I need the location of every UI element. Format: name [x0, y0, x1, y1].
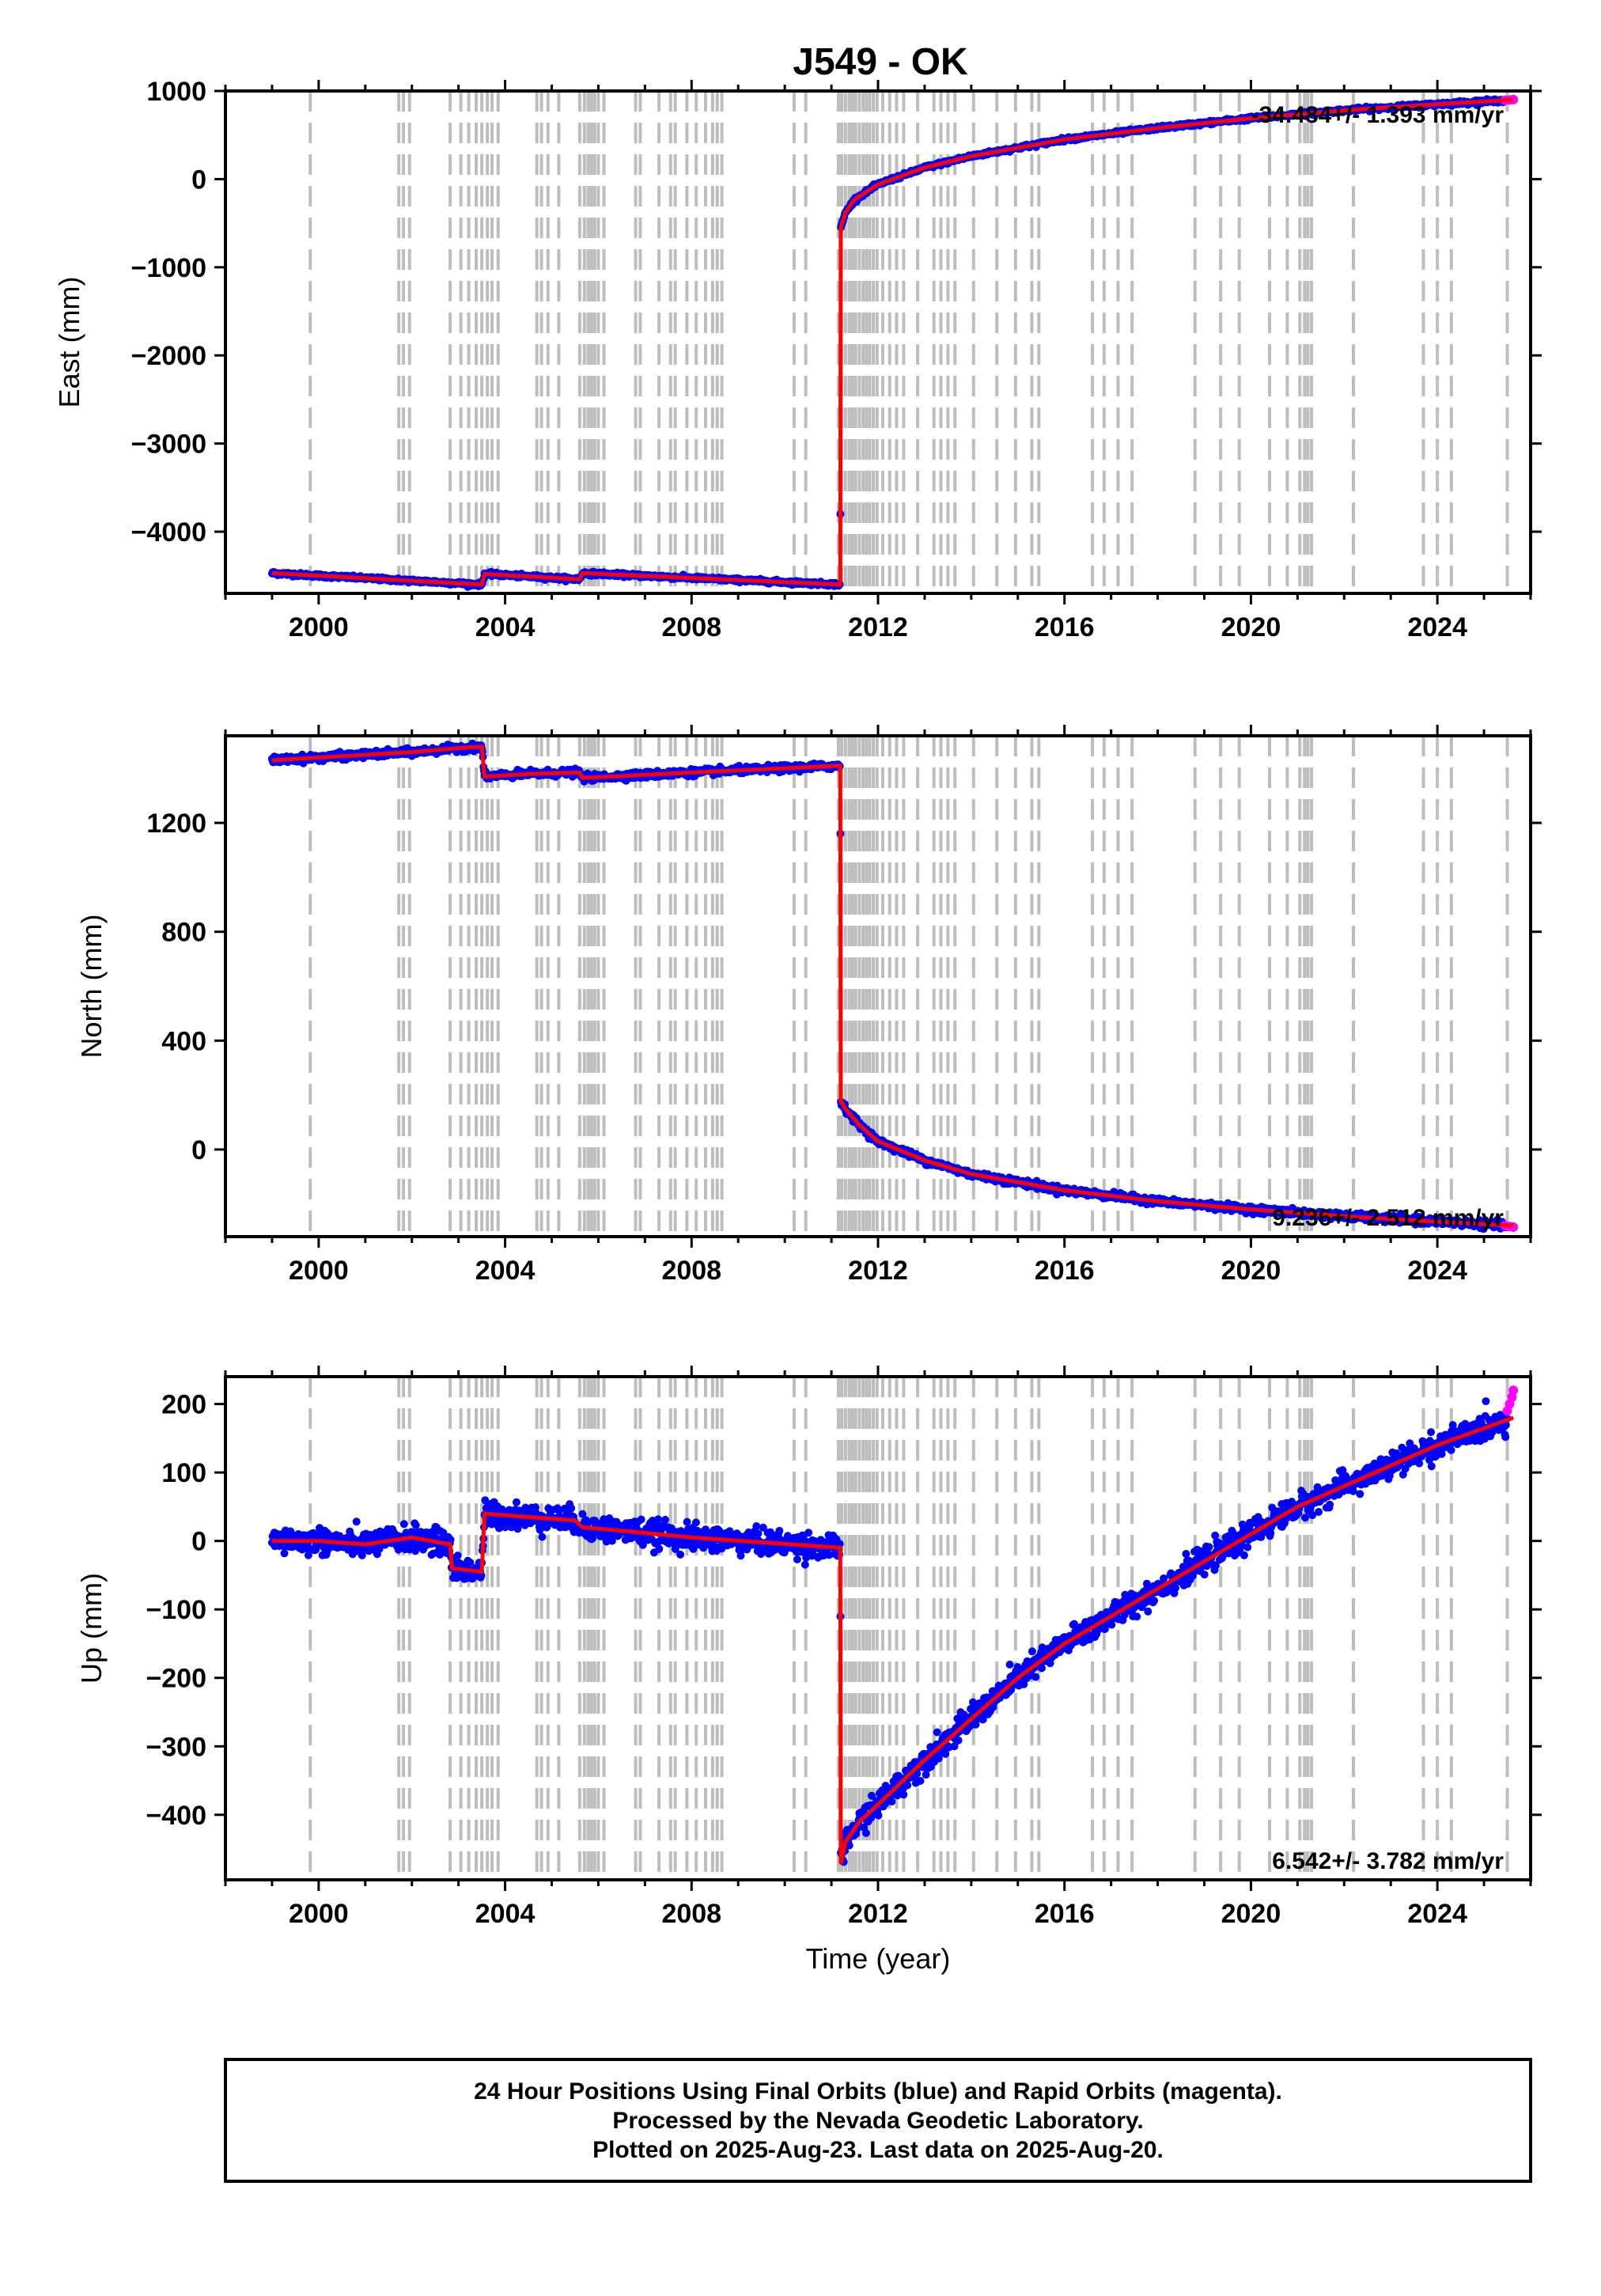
- plot-area: [267, 736, 1519, 1237]
- y-tick-label: 0: [191, 1527, 206, 1557]
- x-tick-label: 2016: [1035, 1899, 1095, 1929]
- y-tick-label: −1000: [131, 253, 207, 283]
- y-tick-label: 1200: [146, 809, 206, 839]
- velocity-rate-label: 6.542+/- 3.782 mm/yr: [1272, 1848, 1504, 1874]
- x-axis-label: Time (year): [806, 1942, 951, 1975]
- y-tick-label: 100: [161, 1458, 206, 1488]
- y-tick-label: −4000: [131, 517, 207, 547]
- x-tick-label: 2000: [289, 1899, 349, 1929]
- y-tick-label: −100: [146, 1595, 206, 1625]
- footer-frame: [224, 2058, 1532, 2183]
- up-panel: 2000 2004 2008 2012 2016 2020 2024 200 100 0 −100 −…: [75, 1366, 1542, 1975]
- velocity-rate-label: 9.236+/- 2.512 mm/yr: [1272, 1205, 1504, 1231]
- y-tick-label: 200: [161, 1390, 206, 1420]
- y-tick-label: −200: [146, 1664, 206, 1694]
- model-line: [271, 744, 1514, 1228]
- footer-line-2: Processed by the Nevada Geodetic Laborat…: [612, 2108, 1143, 2134]
- east-panel: 2000 2004 2008 2012 2016 2020 2024 1000 0 −1000 −2…: [53, 77, 1542, 642]
- model-line: [271, 1415, 1515, 1865]
- x-tick-label: 2008: [661, 1899, 721, 1929]
- rapid-orbit-point: [1508, 1385, 1519, 1396]
- rapid-orbit-point: [1508, 94, 1519, 104]
- plot-area: [267, 91, 1519, 593]
- y-axis-label: Up (mm): [75, 1573, 108, 1684]
- x-tick-label: 2008: [661, 1256, 721, 1286]
- x-tick-label: 2016: [1035, 1256, 1095, 1286]
- x-tick-label: 2020: [1221, 612, 1281, 642]
- velocity-rate-label: -34.484+/- 1.393 mm/yr: [1251, 102, 1504, 128]
- footer-line-1: 24 Hour Positions Using Final Orbits (bl…: [474, 2078, 1282, 2105]
- y-tick-label: 800: [161, 918, 206, 948]
- x-tick-label: 2000: [289, 1256, 349, 1286]
- y-tick-label: 1000: [146, 77, 206, 107]
- y-axis-label: East (mm): [53, 277, 85, 408]
- y-tick-label: 0: [191, 165, 206, 195]
- y-tick-label: −2000: [131, 341, 207, 371]
- footer-line-3: Plotted on 2025-Aug-23. Last data on 202…: [592, 2137, 1164, 2163]
- north-panel: 2000 2004 2008 2012 2016 2020 2024 1200 800 400 0 N…: [75, 725, 1542, 1286]
- x-tick-label: 2004: [475, 1256, 536, 1286]
- x-tick-label: 2004: [475, 1899, 536, 1929]
- y-axis-label: North (mm): [75, 915, 108, 1059]
- y-tick-label: −3000: [131, 430, 207, 460]
- x-tick-label: 2004: [475, 612, 536, 642]
- x-tick-label: 2024: [1407, 1256, 1467, 1286]
- x-tick-label: 2008: [661, 612, 721, 642]
- figure-title: J549 - OK: [793, 41, 968, 83]
- x-tick-label: 2012: [848, 1899, 908, 1929]
- y-tick-label: −300: [146, 1732, 206, 1762]
- y-tick-label: 0: [191, 1135, 206, 1165]
- x-tick-label: 2020: [1221, 1256, 1281, 1286]
- footer-box: 24 Hour Positions Using Final Orbits (bl…: [224, 2058, 1532, 2183]
- y-tick-label: −400: [146, 1801, 206, 1831]
- y-tick-label: 400: [161, 1026, 206, 1056]
- x-tick-label: 2020: [1221, 1899, 1281, 1929]
- x-tick-label: 2024: [1407, 612, 1467, 642]
- x-tick-label: 2000: [289, 612, 349, 642]
- plot-area: [267, 1377, 1519, 1880]
- model-line: [271, 97, 1514, 587]
- x-tick-label: 2012: [848, 1256, 908, 1286]
- x-tick-label: 2012: [848, 612, 908, 642]
- x-tick-label: 2024: [1407, 1899, 1467, 1929]
- x-tick-label: 2016: [1035, 612, 1095, 642]
